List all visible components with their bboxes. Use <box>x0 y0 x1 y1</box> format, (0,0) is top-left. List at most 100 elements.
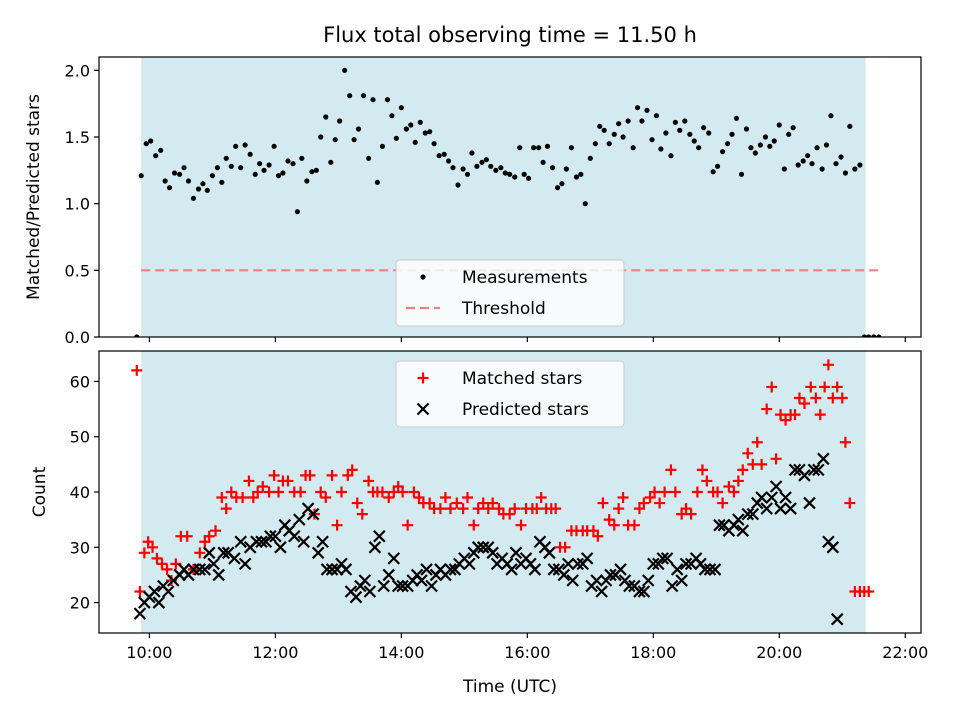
predicted-stars-point <box>679 557 693 571</box>
measurements-point <box>738 171 745 177</box>
measurements-point <box>649 137 655 143</box>
predicted-stars-point <box>349 590 363 604</box>
matched-stars-point <box>461 492 473 504</box>
matched-stars-point <box>691 486 703 498</box>
x-tick-label: 20:00 <box>756 643 802 662</box>
matched-stars-point <box>628 519 640 531</box>
measurements-point <box>200 181 206 187</box>
matched-stars-point <box>780 414 792 426</box>
matched-stars-point <box>194 547 206 559</box>
measurements-point <box>436 153 442 159</box>
predicted-stars-point <box>387 552 401 565</box>
matched-stars-point <box>457 503 469 515</box>
matched-stars-point <box>210 525 222 537</box>
measurements-point <box>431 141 437 147</box>
measurements-point <box>658 146 664 152</box>
predicted-stars-point <box>590 574 603 587</box>
predicted-stars-point <box>202 546 216 560</box>
legend-label: Measurements <box>462 268 588 288</box>
predicted-stars-point <box>604 568 617 582</box>
matched-stars-point <box>839 436 851 448</box>
matched-stars-point <box>408 486 420 498</box>
measurements-point <box>814 145 820 151</box>
measurements-point <box>379 143 386 149</box>
predicted-stars-point <box>486 546 499 560</box>
measurements-point <box>809 161 815 167</box>
matched-stars-point <box>342 469 354 481</box>
matched-stars-point <box>336 486 348 498</box>
measurements-point <box>525 175 532 181</box>
matched-stars-point <box>504 508 516 520</box>
measurements-point <box>781 166 787 172</box>
measurements-point <box>714 163 721 169</box>
matched-stars-point <box>346 464 358 476</box>
x-tick-label: 16:00 <box>504 643 550 662</box>
predicted-stars-point <box>708 563 722 576</box>
matched-stars-point <box>156 558 168 570</box>
predicted-stars-point <box>566 574 579 587</box>
matched-stars-point <box>822 359 834 371</box>
matched-stars-point <box>151 552 163 564</box>
predicted-stars-point <box>133 607 147 620</box>
matched-stars-point <box>273 486 285 498</box>
predicted-stars-point <box>779 491 792 504</box>
matched-stars-point <box>482 503 494 515</box>
predicted-stars-point <box>614 563 627 576</box>
measurements-point <box>403 126 409 132</box>
predicted-stars-point <box>297 535 310 549</box>
measurements-point <box>479 159 485 165</box>
matched-stars-point <box>424 497 436 509</box>
predicted-stars-point <box>746 507 760 521</box>
measurements-point <box>502 170 508 176</box>
measurements-point <box>710 169 716 175</box>
measurements-point <box>219 179 225 185</box>
predicted-stars-point <box>826 541 840 554</box>
measurements-point <box>313 167 319 173</box>
measurements-point <box>852 166 858 172</box>
predicted-stars-point <box>316 535 329 549</box>
legend-swatch <box>417 372 429 384</box>
measurements-point <box>275 173 282 179</box>
x-tick-label: 12:00 <box>252 643 298 662</box>
measurements-point <box>672 119 678 125</box>
legend-label: Matched stars <box>462 369 582 389</box>
predicted-stars-point <box>471 541 485 554</box>
predicted-stars-point <box>713 518 726 532</box>
measurements-point <box>408 122 414 128</box>
y-tick-label: 60 <box>70 372 90 391</box>
bottom-panel: 20 30 40 50 60 10:00 12:00 14:00 16:00 18:00 20:00… <box>30 350 928 662</box>
predicted-stars-point <box>377 579 390 593</box>
matched-stars-point <box>439 492 451 504</box>
matched-stars-point <box>676 508 688 520</box>
predicted-stars-point <box>193 563 207 576</box>
matched-stars-point <box>134 586 146 598</box>
matched-stars-point <box>712 486 724 498</box>
predicted-stars-point <box>463 557 476 571</box>
measurements-point <box>682 118 688 124</box>
predicted-stars-point <box>675 574 688 587</box>
matched-stars-point <box>728 486 740 498</box>
measurements-point <box>398 105 404 111</box>
measurements-point <box>833 161 839 167</box>
measurements-point <box>228 163 234 169</box>
matched-stars-point <box>701 475 713 487</box>
predicted-stars-point <box>444 563 457 576</box>
measurements-point <box>252 171 258 177</box>
measurements-point <box>185 178 192 184</box>
matched-stars-point <box>737 464 749 476</box>
matched-stars-point <box>138 547 150 559</box>
matched-stars-point <box>597 497 609 509</box>
measurements-point <box>422 130 428 136</box>
matched-stars-point <box>633 503 645 515</box>
measurements-point <box>767 143 773 149</box>
matched-stars-point <box>477 497 489 509</box>
x-tick-label: 10:00 <box>126 643 172 662</box>
measurements-point <box>540 159 546 165</box>
measurements-point <box>531 145 537 151</box>
matched-stars-point <box>444 503 456 515</box>
y-tick-label: 2.0 <box>65 61 90 80</box>
predicted-stars-point <box>528 563 542 576</box>
y-tick-label: 1.0 <box>65 195 90 214</box>
measurements-point <box>805 153 811 159</box>
measurements-point <box>663 130 669 136</box>
